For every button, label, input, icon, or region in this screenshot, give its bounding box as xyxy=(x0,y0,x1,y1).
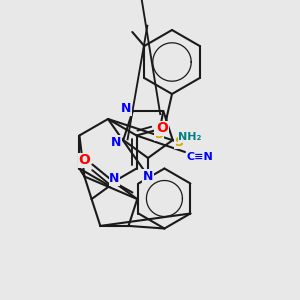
Text: N: N xyxy=(121,103,131,116)
Text: NH₂: NH₂ xyxy=(178,132,202,142)
Text: S: S xyxy=(154,128,164,140)
Text: N: N xyxy=(109,172,120,185)
Text: N: N xyxy=(111,136,122,148)
Text: N: N xyxy=(143,169,153,182)
Text: S: S xyxy=(174,136,183,148)
Text: O: O xyxy=(157,122,169,136)
Text: C≡N: C≡N xyxy=(187,152,213,162)
Text: O: O xyxy=(79,154,90,167)
